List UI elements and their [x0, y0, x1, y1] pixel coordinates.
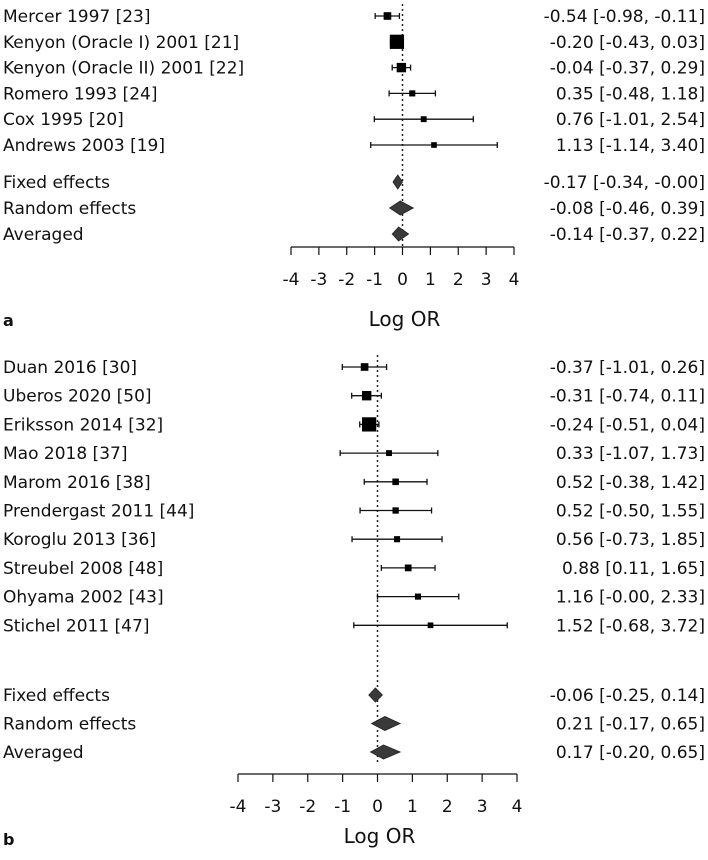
- study-point: [361, 391, 372, 401]
- study-label: Duan 2016 [30]: [3, 358, 137, 378]
- study-point: [360, 363, 369, 371]
- summary-label: Averaged: [3, 743, 84, 763]
- summary-diamond: [388, 200, 415, 216]
- study-label: Mercer 1997 [23]: [3, 7, 151, 27]
- study-label: Streubel 2008 [48]: [3, 559, 163, 579]
- study-label: Eriksson 2014 [32]: [3, 415, 163, 435]
- x-tick-label: -3: [264, 797, 281, 817]
- study-estimate: 0.33 [-1.07, 1.73]: [556, 444, 705, 464]
- study-estimate: 1.52 [-0.68, 3.72]: [556, 616, 705, 636]
- summary-label: Averaged: [3, 225, 84, 245]
- summary-diamond: [368, 687, 383, 703]
- x-tick-label: -1: [334, 797, 351, 817]
- study-estimate: 1.13 [-1.14, 3.40]: [556, 136, 705, 156]
- summary-estimate: 0.17 [-0.20, 0.65]: [556, 743, 705, 763]
- x-tick-label: 2: [442, 797, 453, 817]
- x-tick-label: -4: [283, 270, 300, 290]
- study-point: [396, 62, 407, 73]
- study-point: [414, 593, 422, 600]
- x-tick-label: -3: [310, 270, 327, 290]
- x-axis-title: Log OR: [344, 824, 416, 848]
- study-label: Stichel 2011 [47]: [3, 616, 149, 636]
- study-estimate: -0.04 [-0.37, 0.29]: [550, 59, 705, 79]
- summary-estimate: -0.08 [-0.46, 0.39]: [550, 199, 705, 219]
- study-estimate: 0.56 [-0.73, 1.85]: [556, 530, 705, 550]
- x-axis-title: Log OR: [369, 307, 441, 331]
- x-tick-label: -4: [230, 797, 247, 817]
- study-label: Uberos 2020 [50]: [3, 387, 152, 407]
- summary-estimate: -0.06 [-0.25, 0.14]: [550, 686, 705, 706]
- study-estimate: -0.20 [-0.43, 0.03]: [550, 33, 705, 53]
- summary-label: Fixed effects: [3, 173, 110, 193]
- panel-label: b: [3, 830, 14, 849]
- study-label: Marom 2016 [38]: [3, 473, 151, 493]
- study-estimate: 0.52 [-0.38, 1.42]: [556, 473, 705, 493]
- study-label: Koroglu 2013 [36]: [3, 530, 156, 550]
- study-estimate: 0.52 [-0.50, 1.55]: [556, 502, 705, 522]
- study-estimate: -0.54 [-0.98, -0.11]: [544, 7, 705, 27]
- x-tick-label: -1: [366, 270, 383, 290]
- study-point: [392, 478, 399, 486]
- study-estimate: -0.24 [-0.51, 0.04]: [550, 415, 705, 435]
- study-label: Mao 2018 [37]: [3, 444, 127, 464]
- study-point: [431, 142, 437, 148]
- x-tick-label: 2: [453, 270, 464, 290]
- study-label: Romero 1993 [24]: [3, 84, 157, 104]
- summary-diamond: [392, 174, 403, 190]
- x-tick-label: -2: [299, 797, 316, 817]
- x-tick-label: 0: [372, 797, 383, 817]
- study-point: [420, 116, 427, 123]
- study-estimate: -0.31 [-0.74, 0.11]: [550, 387, 705, 407]
- summary-estimate: 0.21 [-0.17, 0.65]: [556, 715, 705, 735]
- summary-diamond: [391, 226, 410, 242]
- x-tick-label: 1: [407, 797, 418, 817]
- summary-estimate: -0.17 [-0.34, -0.00]: [544, 173, 705, 193]
- summary-label: Random effects: [3, 199, 136, 219]
- summary-estimate: -0.14 [-0.37, 0.22]: [550, 225, 705, 245]
- x-tick-label: 0: [397, 270, 408, 290]
- summary-diamond: [370, 716, 402, 731]
- x-tick-label: 4: [509, 270, 520, 290]
- study-label: Kenyon (Oracle II) 2001 [22]: [3, 59, 244, 79]
- x-tick-label: 4: [512, 797, 523, 817]
- study-estimate: 0.88 [0.11, 1.65]: [562, 559, 705, 579]
- study-point: [427, 622, 434, 629]
- x-tick-label: 3: [477, 797, 488, 817]
- study-point: [392, 507, 399, 514]
- study-label: Ohyama 2002 [43]: [3, 588, 164, 608]
- study-point: [393, 536, 401, 543]
- study-estimate: 0.76 [-1.01, 2.54]: [556, 110, 705, 130]
- study-point: [404, 564, 412, 572]
- study-label: Kenyon (Oracle I) 2001 [21]: [3, 33, 239, 53]
- study-point: [362, 417, 377, 432]
- study-point: [386, 450, 392, 457]
- study-estimate: 0.35 [-0.48, 1.18]: [556, 84, 705, 104]
- panel-label: a: [3, 311, 14, 330]
- study-point: [409, 90, 416, 97]
- x-tick-label: -2: [338, 270, 355, 290]
- study-estimate: -0.37 [-1.01, 0.26]: [550, 358, 705, 378]
- summary-diamond: [369, 744, 402, 760]
- summary-label: Random effects: [3, 715, 136, 735]
- study-label: Prendergast 2011 [44]: [3, 502, 194, 522]
- study-point: [389, 34, 405, 49]
- study-label: Cox 1995 [20]: [3, 110, 124, 130]
- x-tick-label: 1: [425, 270, 436, 290]
- study-label: Andrews 2003 [19]: [3, 136, 165, 156]
- study-estimate: 1.16 [-0.00, 2.33]: [556, 588, 705, 608]
- x-tick-label: 3: [481, 270, 492, 290]
- study-point: [383, 12, 392, 20]
- summary-label: Fixed effects: [3, 686, 110, 706]
